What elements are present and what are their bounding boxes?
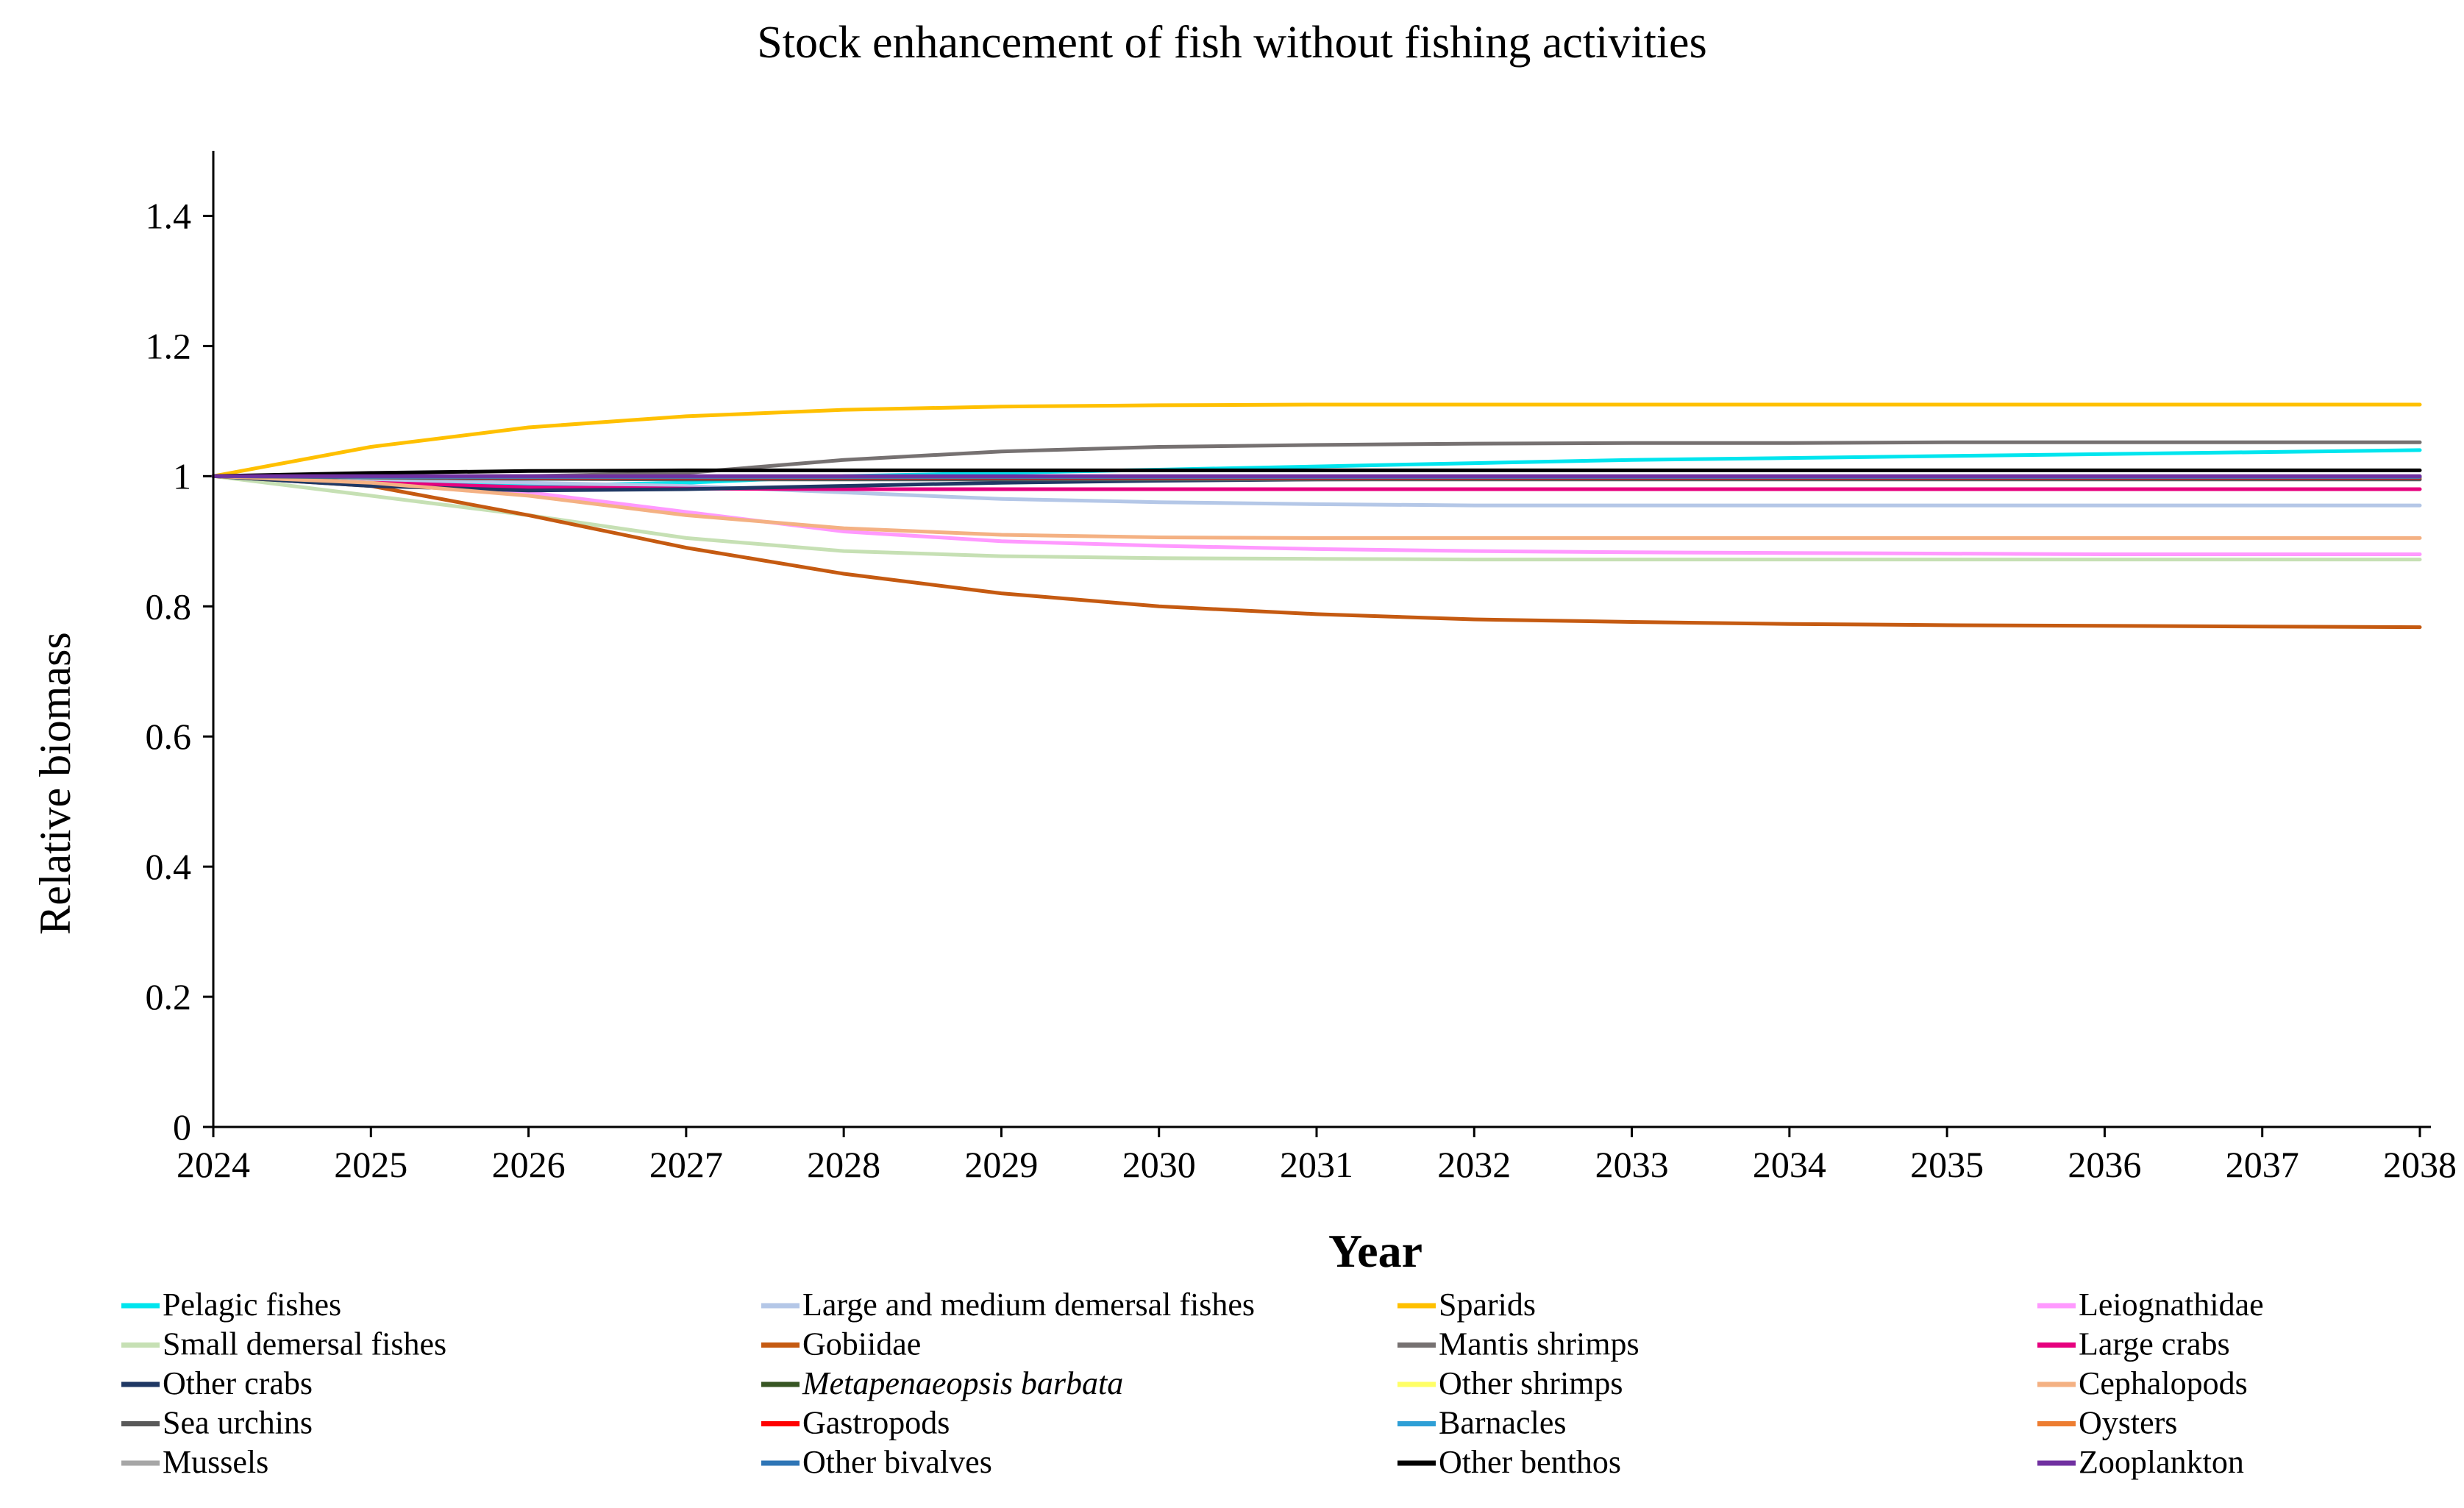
series-line-7 <box>211 474 2422 491</box>
y-axis-ticks: 0 0.2 0.4 0.6 0.8 1 1.2 1.4 <box>146 195 213 1148</box>
x-tick-label-7: 2031 <box>1280 1144 1353 1185</box>
chart-title: Stock enhancement of fish without fishin… <box>757 18 1706 68</box>
x-tick-label-8: 2032 <box>1437 1144 1511 1185</box>
legend-label-9: Metapenaeopsis barbata <box>802 1365 1123 1401</box>
legend-label-7: Large crabs <box>2079 1326 2230 1362</box>
x-tick-label-2: 2026 <box>492 1144 566 1185</box>
legend-label-16: Mussels <box>163 1444 268 1480</box>
x-tick-label-1: 2025 <box>334 1144 407 1185</box>
series-line-3 <box>211 474 2422 556</box>
y-tick-label-0: 0 <box>173 1106 191 1148</box>
x-tick-label-14: 2038 <box>2383 1144 2457 1185</box>
x-axis-label: Year <box>1328 1225 1423 1277</box>
legend-label-19: Zooplankton <box>2079 1444 2244 1480</box>
y-tick-label-2: 0.4 <box>146 846 192 887</box>
series-line-11 <box>211 474 2422 540</box>
legend-label-2: Sparids <box>1439 1287 1536 1323</box>
legend: Pelagic fishes Large and medium demersal … <box>121 1287 2264 1480</box>
series-line-1 <box>211 474 2422 508</box>
y-tick-label-7: 1.4 <box>146 195 192 236</box>
x-tick-label-6: 2030 <box>1122 1144 1196 1185</box>
y-tick-label-5: 1 <box>173 455 191 497</box>
legend-label-3: Leiognathidae <box>2079 1287 2264 1323</box>
legend-label-6: Mantis shrimps <box>1439 1326 1639 1362</box>
x-tick-label-12: 2036 <box>2068 1144 2141 1185</box>
legend-label-1: Large and medium demersal fishes <box>802 1287 1255 1323</box>
legend-label-13: Gastropods <box>802 1405 950 1441</box>
y-tick-label-3: 0.6 <box>146 716 192 757</box>
x-tick-label-10: 2034 <box>1753 1144 1826 1185</box>
series-line-4 <box>211 474 2422 562</box>
legend-label-17: Other bivalves <box>802 1444 992 1480</box>
x-tick-label-3: 2027 <box>649 1144 723 1185</box>
x-tick-label-4: 2028 <box>807 1144 880 1185</box>
legend-label-4: Small demersal fishes <box>163 1326 446 1362</box>
y-axis-label: Relative biomass <box>31 632 79 935</box>
legend-label-8: Other crabs <box>163 1365 313 1401</box>
series-lines <box>211 402 2422 630</box>
x-tick-label-0: 2024 <box>177 1144 250 1185</box>
legend-label-14: Barnacles <box>1439 1405 1566 1441</box>
legend-label-10: Other shrimps <box>1439 1365 1623 1401</box>
legend-label-5: Gobiidae <box>802 1326 921 1362</box>
x-tick-label-11: 2035 <box>1910 1144 1984 1185</box>
legend-label-15: Oysters <box>2079 1405 2177 1441</box>
series-line-5 <box>211 474 2422 630</box>
x-tick-label-13: 2037 <box>2226 1144 2299 1185</box>
legend-label-0: Pelagic fishes <box>163 1287 341 1323</box>
legend-label-11: Cephalopods <box>2079 1365 2248 1401</box>
y-tick-label-1: 0.2 <box>146 976 192 1017</box>
y-tick-label-6: 1.2 <box>146 325 192 366</box>
legend-label-12: Sea urchins <box>163 1405 313 1441</box>
x-tick-label-9: 2033 <box>1595 1144 1669 1185</box>
y-tick-label-4: 0.8 <box>146 586 192 627</box>
x-tick-label-5: 2029 <box>964 1144 1038 1185</box>
series-line-2 <box>211 402 2422 478</box>
x-axis-ticks: 2024 2025 2026 2027 2028 2029 2030 2031 2032 2033… <box>177 1127 2457 1185</box>
legend-label-18: Other benthos <box>1439 1444 1621 1480</box>
series-line-18 <box>211 468 2422 478</box>
